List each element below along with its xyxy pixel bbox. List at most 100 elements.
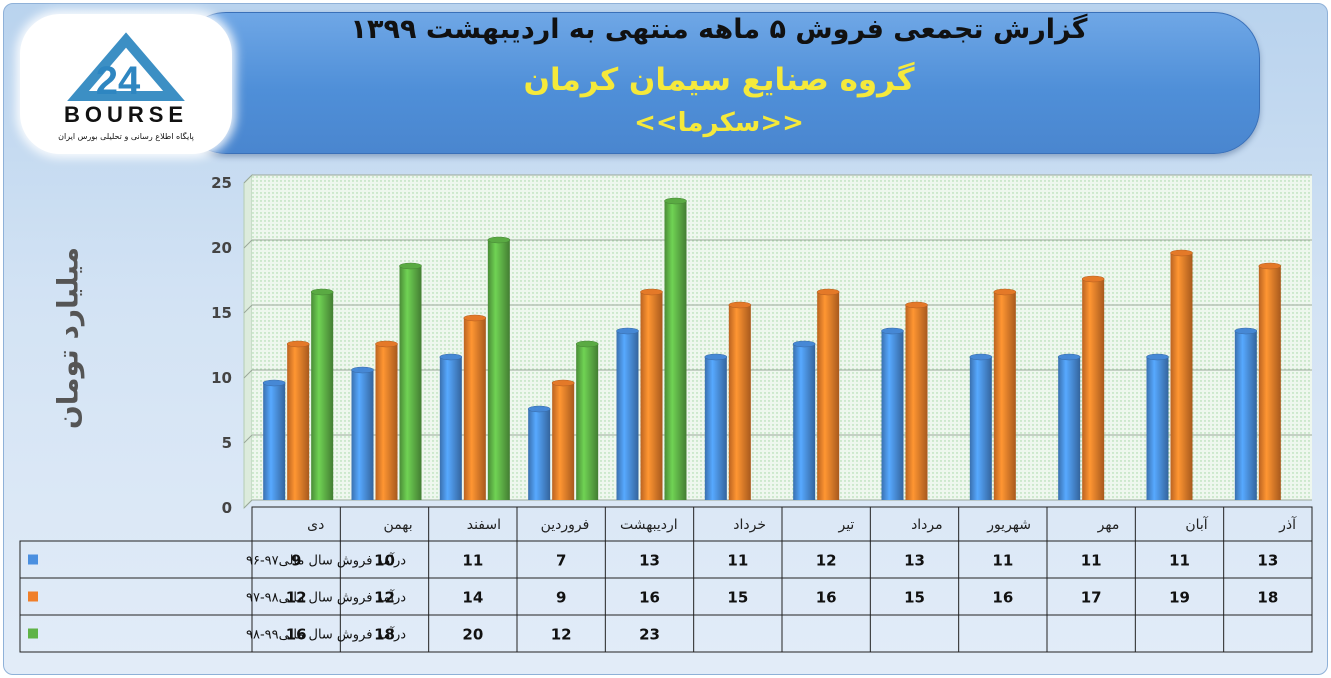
bar-top-cap [575, 340, 599, 348]
bar-top-cap [1081, 275, 1105, 283]
data-label: 13 [639, 552, 660, 570]
bar-top-cap [351, 366, 374, 374]
bar-top-cap [1170, 249, 1193, 257]
logo-tagline: پایگاه اطلاع رسانی و تحلیلی بورس ایران [58, 131, 194, 141]
y-tick-label: 20 [211, 239, 232, 257]
bar-top-cap [375, 340, 398, 348]
data-label: 11 [1169, 552, 1190, 570]
data-label: 12 [816, 552, 837, 570]
x-category-label: مهر [1097, 517, 1120, 533]
bar-top-cap [310, 288, 334, 296]
bar-series-1 [1234, 331, 1257, 500]
legend-key-series-2 [28, 591, 38, 602]
data-label: 9 [556, 589, 566, 607]
bar-top-cap [1146, 353, 1169, 361]
data-label: 15 [904, 589, 925, 607]
x-category-label: بهمن [384, 517, 413, 533]
gridline-diagonal [243, 304, 253, 314]
plot-area [252, 175, 1312, 500]
bar-series-3 [664, 201, 687, 500]
logo-number: 24 [96, 59, 141, 103]
bar-series-2 [728, 305, 751, 500]
gridline-diagonal [243, 239, 253, 249]
bar-top-cap [487, 236, 511, 244]
legend-label-series-2: درآمد فروش سال مالی۹۸-۹۷ [246, 589, 406, 606]
data-label: 20 [462, 626, 483, 644]
legend-key-series-3 [28, 628, 38, 639]
bar-top-cap [439, 353, 463, 361]
bar-series-2 [993, 292, 1016, 500]
data-label: 11 [727, 552, 748, 570]
ticker-symbol: <<سکرما>> [634, 108, 804, 138]
company-name: گروه صنایع سیمان کرمان [523, 62, 915, 98]
data-label: 11 [462, 552, 483, 570]
bar-top-cap [262, 379, 286, 387]
bar-top-cap [551, 379, 575, 387]
y-tick-label: 15 [211, 304, 232, 322]
x-category-label: شهریور [986, 517, 1031, 533]
bar-top-cap [1057, 353, 1081, 361]
data-label: 18 [374, 626, 395, 644]
data-label: 23 [639, 626, 660, 644]
data-label: 11 [1081, 552, 1102, 570]
y-tick-label: 25 [211, 174, 232, 192]
bar-series-3 [487, 240, 510, 500]
data-label: 13 [904, 552, 925, 570]
bar-top-cap [792, 340, 816, 348]
bar-top-cap [463, 314, 487, 322]
data-label: 15 [727, 589, 748, 607]
y-tick-label: 0 [222, 499, 232, 517]
logo: 24 BOURSE پایگاه اطلاع رسانی و تحلیلی بو… [20, 14, 232, 154]
data-label: 9 [291, 552, 301, 570]
bar-top-cap [1234, 327, 1258, 335]
data-label: 16 [286, 626, 307, 644]
bar-series-1 [439, 357, 462, 500]
data-label: 14 [462, 589, 483, 607]
gridline-diagonal [243, 174, 253, 184]
logo-graphic: 24 BOURSE پایگاه اطلاع رسانی و تحلیلی بو… [58, 32, 194, 141]
bar-top-cap [969, 353, 993, 361]
bar-top-cap [993, 288, 1017, 296]
bar-series-1 [1146, 357, 1169, 500]
x-category-label: خرداد [733, 517, 766, 533]
data-label: 7 [556, 552, 566, 570]
data-label: 12 [286, 589, 307, 607]
x-category-label: تیر [837, 517, 854, 533]
header-banner [180, 12, 1260, 154]
bar-series-3 [311, 292, 334, 500]
bar-series-2 [1082, 279, 1105, 500]
plot-side-wall [243, 173, 253, 510]
bar-top-cap [640, 288, 663, 296]
data-label: 16 [639, 589, 660, 607]
bar-series-1 [528, 409, 551, 500]
bar-top-cap [616, 327, 639, 335]
logo-text: BOURSE [64, 102, 188, 127]
bar-series-2 [1258, 266, 1281, 500]
data-label: 11 [992, 552, 1013, 570]
bar-top-cap [728, 301, 752, 309]
bar-series-3 [399, 266, 422, 500]
bar-series-1 [969, 357, 992, 500]
data-label: 12 [551, 626, 572, 644]
legend-key-series-1 [28, 554, 38, 565]
x-category-label: فروردین [541, 517, 590, 533]
y-tick-label: 5 [222, 434, 232, 452]
bar-top-cap [664, 197, 687, 205]
bar-series-2 [287, 344, 310, 500]
bar-series-1 [881, 331, 904, 500]
logo-triangle [67, 32, 185, 101]
bar-series-2 [463, 318, 486, 500]
data-label: 19 [1169, 589, 1190, 607]
bar-series-2 [375, 344, 398, 500]
bar-series-1 [793, 344, 816, 500]
legend-label-series-3: درآمد فروش سال مالی۹۹-۹۸ [246, 626, 406, 643]
bar-series-2 [640, 292, 663, 500]
bar-top-cap [816, 288, 840, 296]
bar-top-cap [527, 405, 551, 413]
data-label: 10 [374, 552, 395, 570]
data-label: 16 [992, 589, 1013, 607]
x-category-label: دی [307, 517, 324, 533]
bar-top-cap [905, 301, 928, 309]
data-label: 17 [1081, 589, 1102, 607]
table-border [19, 540, 1313, 653]
